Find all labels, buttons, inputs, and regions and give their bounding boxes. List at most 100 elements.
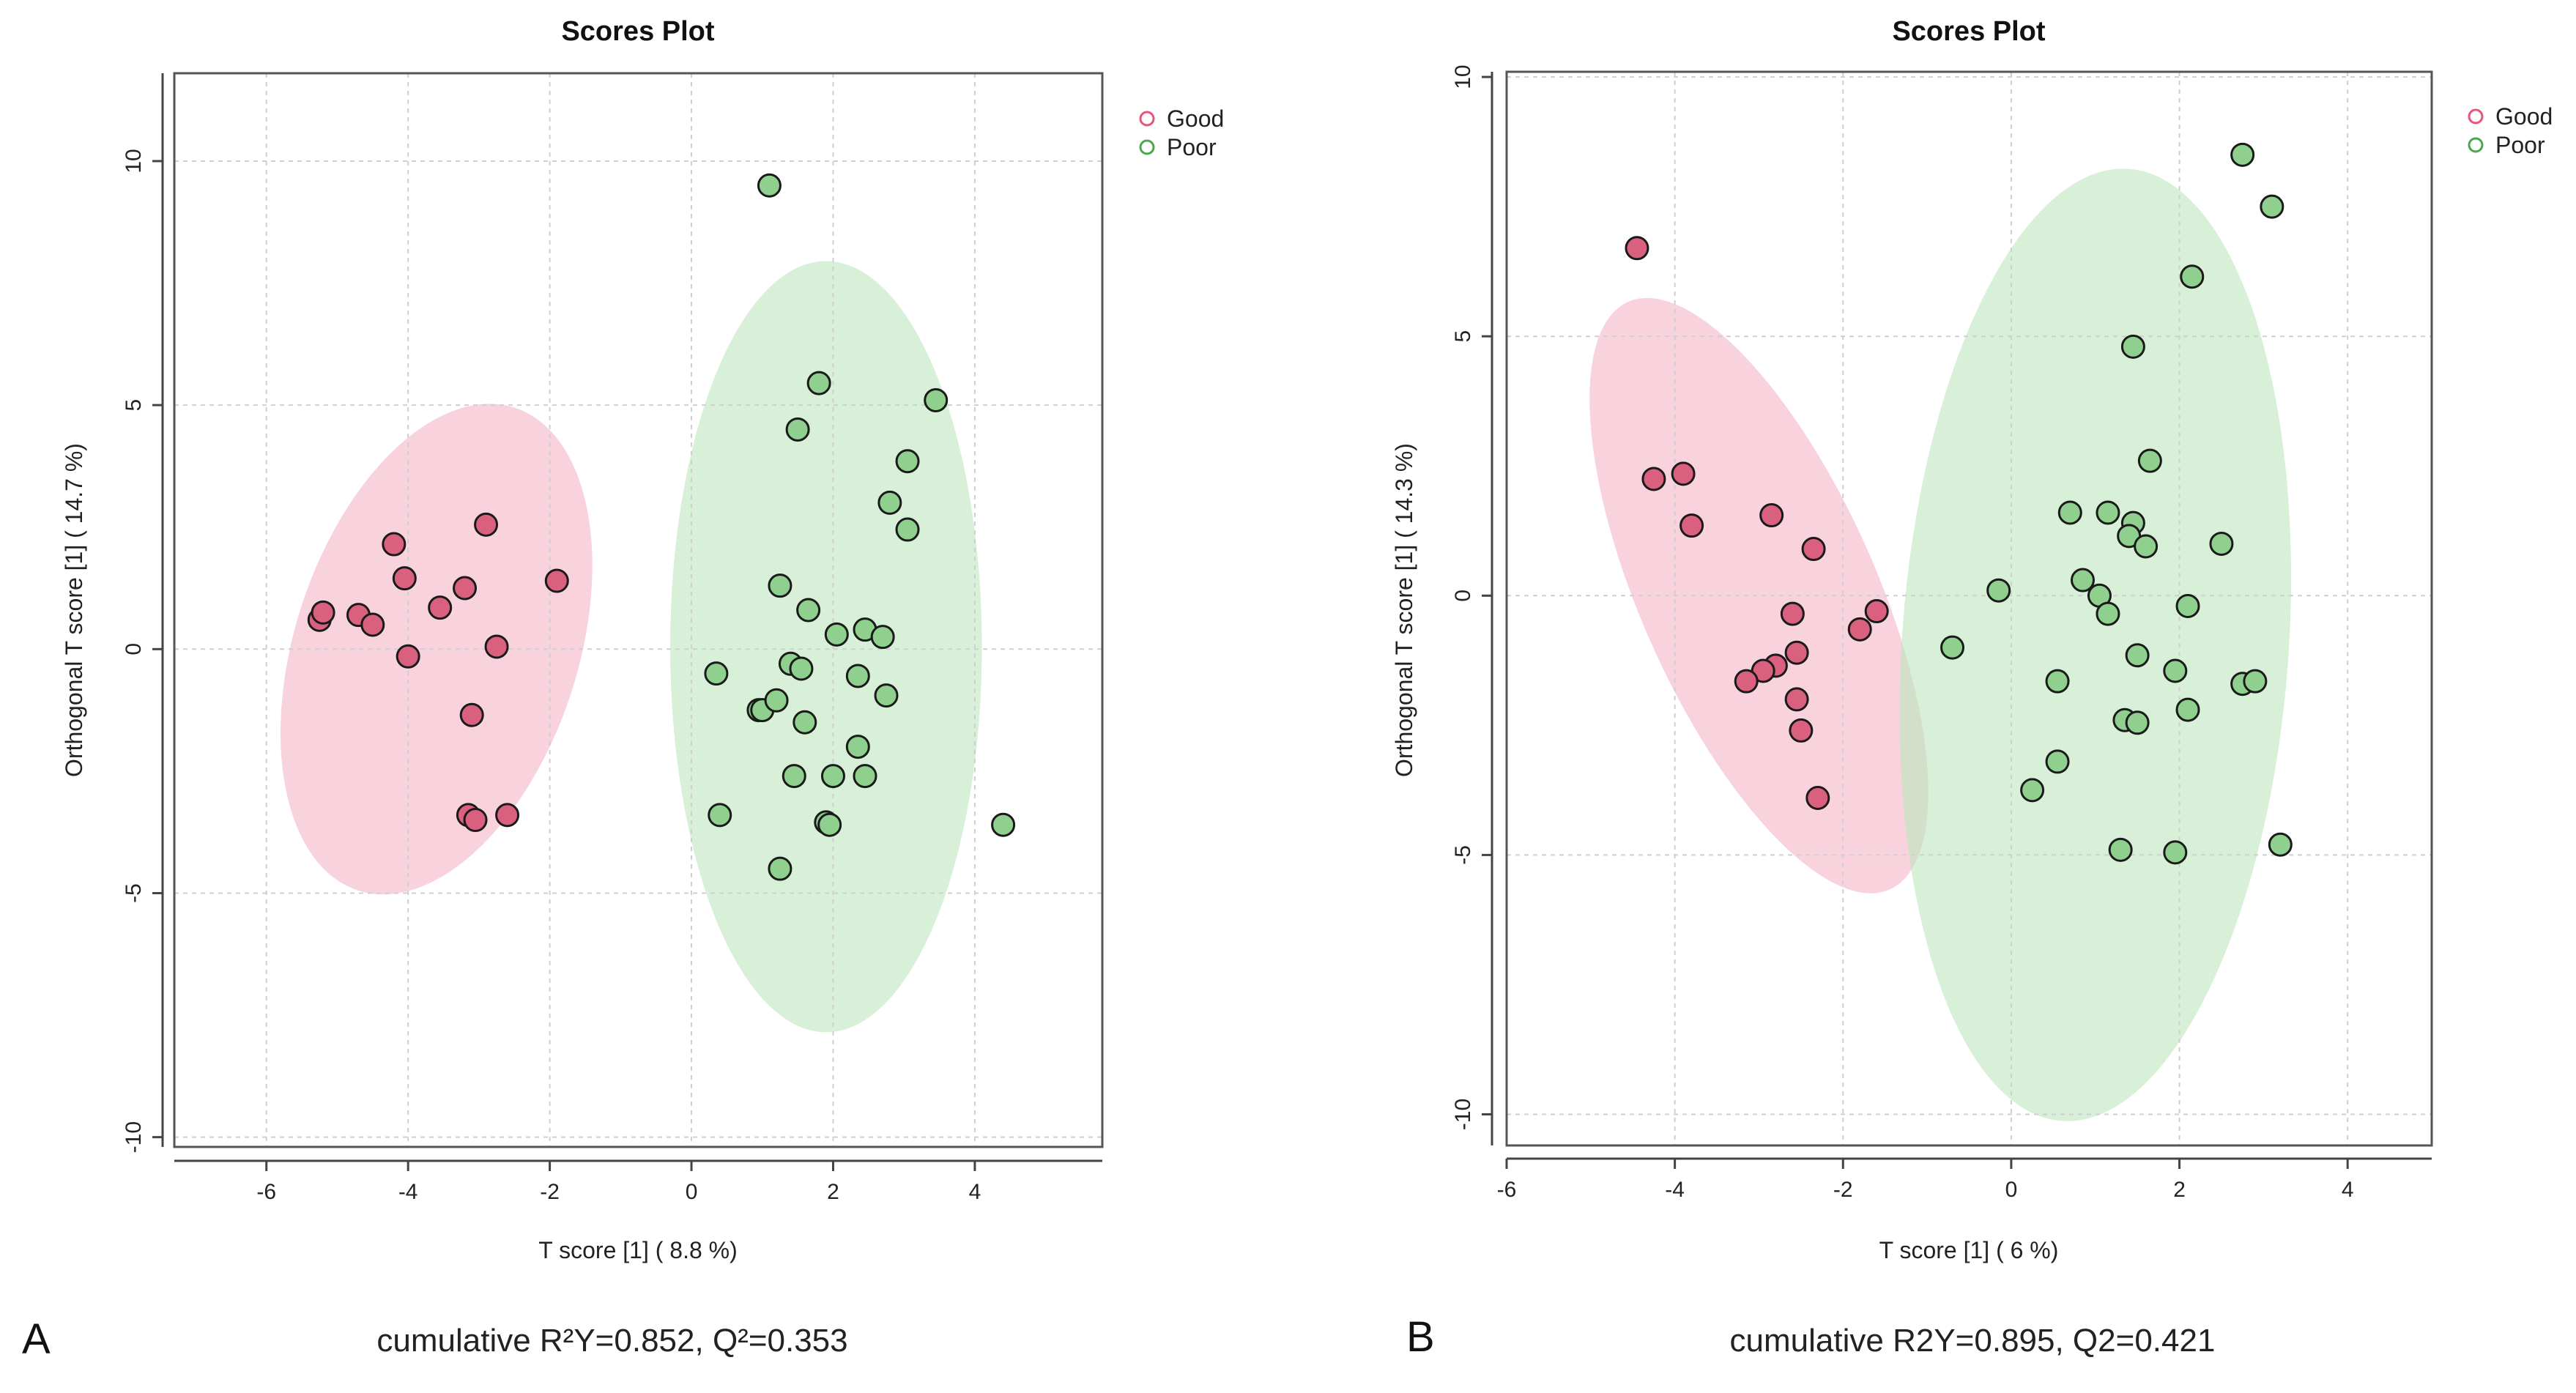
panel-a-point-poor xyxy=(708,803,732,828)
panel-a-point-poor xyxy=(793,710,817,735)
panel-b-point-good xyxy=(1641,467,1666,491)
panel-a-y-ticks: -10 -5 0 5 10 xyxy=(122,149,163,1153)
panel-a-point-poor xyxy=(924,387,949,412)
panel-b-ellipse-poor xyxy=(1899,168,2292,1121)
panel-b-point-poor xyxy=(2230,142,2255,167)
panel-b-point-poor xyxy=(2045,669,2070,694)
panel-b-point-poor xyxy=(2045,749,2070,774)
panel-b-ellipses xyxy=(1589,168,2292,1121)
panel-b-point-poor xyxy=(2096,500,2120,525)
panel-b-x-tick-label: 2 xyxy=(2173,1178,2186,1202)
panel-b-point-good xyxy=(1864,599,1889,624)
panel-b-point-poor xyxy=(2175,697,2200,722)
panel-a-y-tick-label: 0 xyxy=(122,643,146,655)
panel-a-point-good xyxy=(392,566,417,591)
panel-a-y-tick-label: 5 xyxy=(122,399,146,412)
panel-b-y-axis: -10 -5 0 5 10 xyxy=(1451,64,1493,1145)
panel-a-title: Scores Plot xyxy=(561,16,714,47)
panel-b-x-tick-label: -6 xyxy=(1497,1178,1517,1202)
panel-b-point-poor xyxy=(2180,264,2205,289)
panel-a-points xyxy=(307,173,1016,881)
panel-a-point-poor xyxy=(782,764,806,789)
panel-b-legend-good-label: Good xyxy=(2495,103,2553,130)
panel-b-point-poor xyxy=(2071,568,2096,593)
panel-b-point-good xyxy=(1679,513,1704,538)
panel-b-point-poor xyxy=(2057,500,2082,525)
panel-b-ellipse-good xyxy=(1589,297,1929,894)
panel-b: Scores Plot -6 -4 -2 0 2 4 -10 -5 0 5 10 T score … xyxy=(1391,16,2553,1361)
panel-b-point-good xyxy=(1805,785,1830,810)
panel-b-point-poor xyxy=(2020,778,2045,803)
panel-b-x-tick-label: -4 xyxy=(1665,1178,1685,1202)
panel-a-y-axis-label: Orthogonal T score [1] ( 14.7 %) xyxy=(61,443,87,777)
panel-b-point-poor xyxy=(1986,578,2011,603)
panel-b-caption: cumulative R2Y=0.895, Q2=0.421 xyxy=(1730,1323,2216,1359)
panel-b-legend-poor-marker xyxy=(2468,137,2484,153)
panel-b-x-tick-label: -2 xyxy=(1833,1178,1853,1202)
panel-b-point-poor xyxy=(2209,531,2234,556)
panel-b-point-poor xyxy=(2125,643,2150,668)
panel-b-point-good xyxy=(1734,669,1759,694)
panel-a-point-good xyxy=(360,612,385,637)
panel-b-point-good xyxy=(1759,503,1784,528)
panel-a-plot-frame xyxy=(173,72,1104,1148)
panel-b-point-poor xyxy=(2120,334,2145,359)
panel-a-point-poor xyxy=(704,661,729,686)
panel-a-y-tick-label: 10 xyxy=(122,149,146,173)
panel-b-point-poor xyxy=(1940,635,1965,660)
panel-a-point-poor xyxy=(789,656,814,681)
panel-a-point-good xyxy=(311,600,335,625)
panel-b-legend-poor-label: Poor xyxy=(2495,132,2545,158)
panel-b-point-poor xyxy=(2137,448,2162,473)
panel-a-ellipses xyxy=(280,261,982,1033)
panel-a-y-tick-label: -10 xyxy=(122,1121,146,1153)
panel-a-point-poor xyxy=(853,764,877,789)
panel-a-caption: cumulative R²Y=0.852, Q²=0.353 xyxy=(376,1323,847,1359)
panel-b-y-axis-label: Orthogonal T score [1] ( 14.3 %) xyxy=(1391,443,1417,777)
panel-a-x-tick-label: -6 xyxy=(256,1180,276,1204)
panel-b-y-tick-label: 0 xyxy=(1451,590,1475,602)
panel-b-point-poor xyxy=(2243,669,2268,694)
panel-a-point-poor xyxy=(768,856,793,881)
panel-a-x-ticks: -6 -4 -2 0 2 4 xyxy=(256,1161,981,1204)
panel-a-x-axis: -6 -4 -2 0 2 4 xyxy=(174,1159,1102,1204)
panel-a-x-tick-label: 4 xyxy=(969,1180,981,1204)
panel-b-y-tick-label: 5 xyxy=(1451,330,1475,343)
panel-b-point-poor xyxy=(2096,601,2120,626)
panel-b-letter: B xyxy=(1406,1313,1435,1361)
panel-b-y-tick-label: -10 xyxy=(1451,1099,1475,1130)
panel-b-point-poor xyxy=(2134,534,2159,559)
panel-b-legend: Good Poor xyxy=(2468,103,2553,158)
panel-a-point-poor xyxy=(785,417,810,442)
panel-a-point-poor xyxy=(824,622,849,647)
panel-a-gridlines xyxy=(174,73,1102,1147)
panel-a-point-good xyxy=(396,644,420,669)
panel-a-point-good xyxy=(474,512,499,537)
panel-a-legend-poor-label: Poor xyxy=(1167,134,1217,160)
panel-a-point-poor xyxy=(845,735,870,759)
panel-a-point-poor xyxy=(817,812,842,837)
panel-b-point-poor xyxy=(2175,593,2200,618)
panel-a-x-tick-label: 0 xyxy=(686,1180,698,1204)
panel-a-point-good xyxy=(463,808,488,833)
panel-b-x-tick-label: 0 xyxy=(2005,1178,2018,1202)
panel-a-point-good xyxy=(484,634,509,659)
panel-b-points xyxy=(1625,142,2293,865)
panel-b-point-poor xyxy=(2260,194,2284,219)
panel-a-point-poor xyxy=(991,812,1016,837)
panel-a: Scores Plot -6 -4 -2 0 2 4 -10 -5 0 5 10 T score … xyxy=(22,16,1224,1363)
panel-a-point-good xyxy=(544,568,569,593)
panel-a-point-good xyxy=(453,576,478,601)
panel-a-point-poor xyxy=(768,573,793,598)
panel-b-point-poor xyxy=(2108,837,2133,862)
panel-b-point-good xyxy=(1847,617,1872,642)
panel-b-legend-good-marker xyxy=(2468,108,2484,125)
panel-b-title: Scores Plot xyxy=(1892,16,2045,47)
panel-a-point-poor xyxy=(820,764,845,789)
panel-b-point-good xyxy=(1784,640,1809,665)
panel-a-point-poor xyxy=(870,625,895,650)
panel-b-point-poor xyxy=(2125,710,2150,735)
panel-a-point-poor xyxy=(877,490,902,515)
panel-a-plot-area xyxy=(173,72,1104,1148)
panel-b-x-ticks: -6 -4 -2 0 2 4 xyxy=(1497,1159,2354,1202)
